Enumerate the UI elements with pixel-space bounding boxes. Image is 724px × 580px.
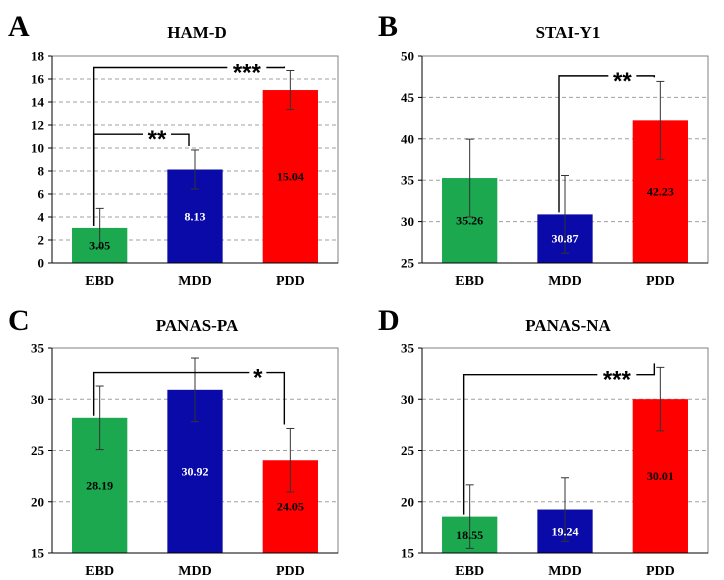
panel-a-title: HAM-D [167, 23, 226, 42]
panel-d-title: PANAS-NA [525, 316, 611, 335]
panel-b-significance-bracket [558, 75, 656, 213]
panel-c-ytick-label: 20 [31, 494, 44, 509]
panel-a: A HAM-D 0246810121416183.058.1315.04****… [8, 10, 339, 289]
panel-a-letter: A [8, 10, 30, 43]
panel-b-value-label-mdd: 30.87 [552, 232, 579, 246]
panel-b-category-label-pdd: PDD [646, 274, 675, 289]
panel-d-category-label-pdd: PDD [646, 564, 675, 579]
panel-d-ytick-label: 15 [401, 546, 415, 561]
panel-c-value-label-ebd: 28.19 [86, 478, 113, 492]
panel-a-ytick-label: 4 [38, 210, 45, 225]
panel-a-category-label-mdd: MDD [178, 274, 211, 289]
panel-a-significance-bracket [92, 66, 286, 226]
panel-b-value-label-pdd: 42.23 [647, 185, 674, 199]
panel-a-ytick-label: 6 [38, 187, 45, 202]
panel-a-category-label-pdd: PDD [276, 274, 305, 289]
panel-a-ytick-label: 8 [38, 164, 45, 179]
panel-a-significance-label: ** [148, 126, 167, 153]
panel-c-plot: 15 20 25 30 35 28.19 30.92 24.05 * EBD MDD PDD [31, 341, 339, 579]
panel-d: D PANAS-NA 15 20 25 30 35 18.55 19.24 30.01 *** E… [378, 304, 709, 579]
panel-b-ytick-label: 25 [401, 256, 415, 271]
panel-b-plot: 25 30 35 40 45 50 35.26 30.87 42.23 ** EBD MDD PDD [401, 49, 709, 289]
panel-a-significance-label-bg [227, 62, 267, 75]
panel-b-ytick-label: 40 [401, 131, 414, 146]
panel-b-significance-label-bg [608, 70, 637, 83]
panel-d-significance-label: *** [603, 367, 632, 394]
panel-c-category-label-pdd: PDD [276, 564, 305, 579]
panel-c-significance-bracket [92, 371, 286, 425]
panel-d-value-label-ebd: 18.55 [456, 528, 483, 542]
panel-b-ytick-label: 45 [401, 90, 415, 105]
panel-c-significance-label: * [253, 365, 263, 392]
panel-c-category-label-mdd: MDD [178, 564, 211, 579]
panel-d-category-label-mdd: MDD [548, 564, 581, 579]
panel-d-ytick-label: 30 [401, 392, 414, 407]
panel-d-plot: 15 20 25 30 35 18.55 19.24 30.01 *** EBD MDD PDD [401, 341, 709, 579]
panel-d-letter: D [378, 304, 400, 337]
panel-a-ytick-label: 16 [31, 72, 45, 87]
panel-a-ytick-label: 14 [31, 95, 45, 110]
panel-a-value-label-ebd: 3.05 [89, 238, 110, 252]
panel-b: B STAI-Y1 25 30 35 40 45 50 35.26 30.87 42.23 ** E… [378, 10, 709, 289]
panel-d-significance-label-bg [597, 369, 637, 382]
panel-a-ytick-label: 10 [31, 141, 44, 156]
panel-c-value-label-mdd: 30.92 [182, 464, 209, 478]
panel-c-ytick-label: 30 [31, 392, 44, 407]
panel-b-category-label-ebd: EBD [455, 274, 484, 289]
panel-d-ytick-label: 20 [401, 494, 414, 509]
panel-a-significance-label-bg [143, 129, 171, 142]
panel-a-significance-label: *** [233, 60, 262, 87]
panel-c-title: PANAS-PA [156, 316, 239, 335]
panel-b-letter: B [378, 10, 398, 43]
panel-b-ytick-label: 35 [401, 173, 415, 188]
panel-a-value-label-mdd: 8.13 [185, 209, 206, 223]
panel-d-ytick-label: 25 [401, 443, 415, 458]
panel-b-ytick-label: 50 [401, 49, 414, 64]
panel-a-ytick-label: 12 [31, 118, 44, 133]
panel-c: C PANAS-PA 15 20 25 30 35 28.19 30.92 24.05 * EBD… [8, 304, 339, 579]
panel-b-value-label-ebd: 35.26 [456, 214, 483, 228]
panel-a-value-label-pdd: 15.04 [277, 170, 304, 184]
panel-b-ytick-label: 30 [401, 214, 414, 229]
panel-b-title: STAI-Y1 [536, 23, 601, 42]
panel-c-value-label-pdd: 24.05 [277, 500, 304, 514]
panel-d-category-label-ebd: EBD [455, 564, 484, 579]
panel-d-value-label-mdd: 19.24 [552, 524, 579, 538]
panel-c-significance-label-bg [249, 367, 267, 380]
panel-a-ytick-label: 18 [31, 49, 45, 64]
panel-a-ytick-label: 0 [38, 256, 45, 271]
panel-a-category-label-ebd: EBD [85, 274, 114, 289]
panel-c-ytick-label: 35 [31, 341, 45, 356]
panel-d-ytick-label: 35 [401, 341, 415, 356]
panel-c-letter: C [8, 304, 30, 337]
panel-c-category-label-ebd: EBD [85, 564, 114, 579]
panel-a-bar-pdd [262, 90, 318, 263]
panel-b-category-label-mdd: MDD [548, 274, 581, 289]
panel-d-significance-bracket [462, 363, 656, 515]
panel-b-significance-label: ** [613, 68, 632, 95]
panel-c-ytick-label: 25 [31, 443, 45, 458]
panel-c-ytick-label: 15 [31, 546, 45, 561]
panel-a-ytick-label: 2 [38, 233, 45, 248]
panel-d-value-label-pdd: 30.01 [647, 469, 674, 483]
